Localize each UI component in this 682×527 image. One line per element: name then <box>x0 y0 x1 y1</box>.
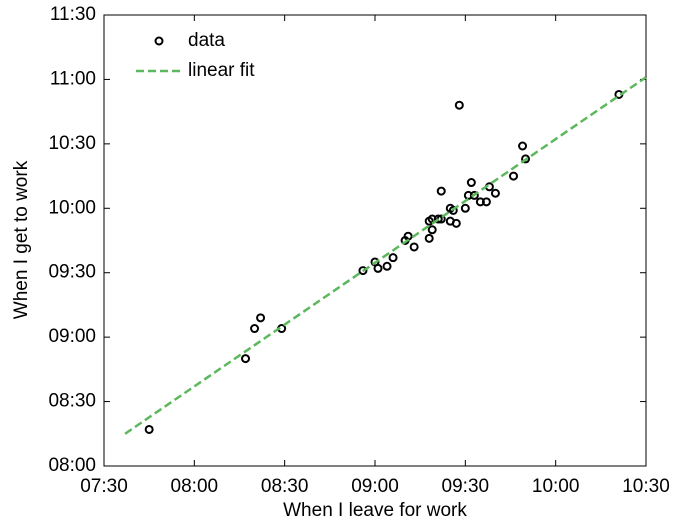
data-point <box>481 197 491 207</box>
data-point <box>250 324 260 334</box>
x-tick-label: 08:00 <box>171 476 219 497</box>
data-point <box>433 214 443 224</box>
x-tick-label: 08:30 <box>261 476 309 497</box>
x-tick-label: 09:30 <box>442 476 490 497</box>
data-point <box>469 190 479 200</box>
x-tick-label: 09:00 <box>351 476 399 497</box>
data-point <box>454 100 464 110</box>
data-point <box>427 225 437 235</box>
y-tick-label: 09:00 <box>48 326 96 347</box>
data-point <box>409 242 419 252</box>
y-tick-label: 11:00 <box>50 68 96 89</box>
data-point <box>144 424 154 434</box>
legend-label: linear fit <box>188 60 255 81</box>
data-point <box>460 203 470 213</box>
data-point <box>382 261 392 271</box>
x-tick-label: 10:30 <box>622 476 670 497</box>
x-tick-label: 07:30 <box>80 476 128 497</box>
data-point <box>436 186 446 196</box>
data-point <box>241 354 251 364</box>
data-point <box>358 266 368 276</box>
data-point <box>490 188 500 198</box>
data-point <box>521 154 531 164</box>
data-point <box>509 171 519 181</box>
data-point <box>451 218 461 228</box>
y-tick-label: 10:30 <box>48 133 96 154</box>
y-tick-label: 11:30 <box>50 4 96 25</box>
y-tick-label: 08:30 <box>48 391 96 412</box>
data-point <box>448 205 458 215</box>
data-point <box>466 178 476 188</box>
data-point <box>388 253 398 263</box>
x-axis-label: When I leave for work <box>283 500 467 521</box>
x-tick-label: 10:00 <box>532 476 580 497</box>
y-tick-label: 10:00 <box>48 197 96 218</box>
y-tick-label: 08:00 <box>48 455 96 476</box>
data-point <box>424 233 434 243</box>
legend-marker <box>154 36 164 46</box>
y-tick-label: 09:30 <box>48 262 96 283</box>
y-axis-label: When I get to work <box>11 160 32 319</box>
data-point <box>256 313 266 323</box>
fit-line <box>124 76 647 435</box>
plot-frame <box>103 14 647 467</box>
data-point <box>373 263 383 273</box>
legend-label: data <box>188 30 225 51</box>
data-point <box>518 141 528 151</box>
